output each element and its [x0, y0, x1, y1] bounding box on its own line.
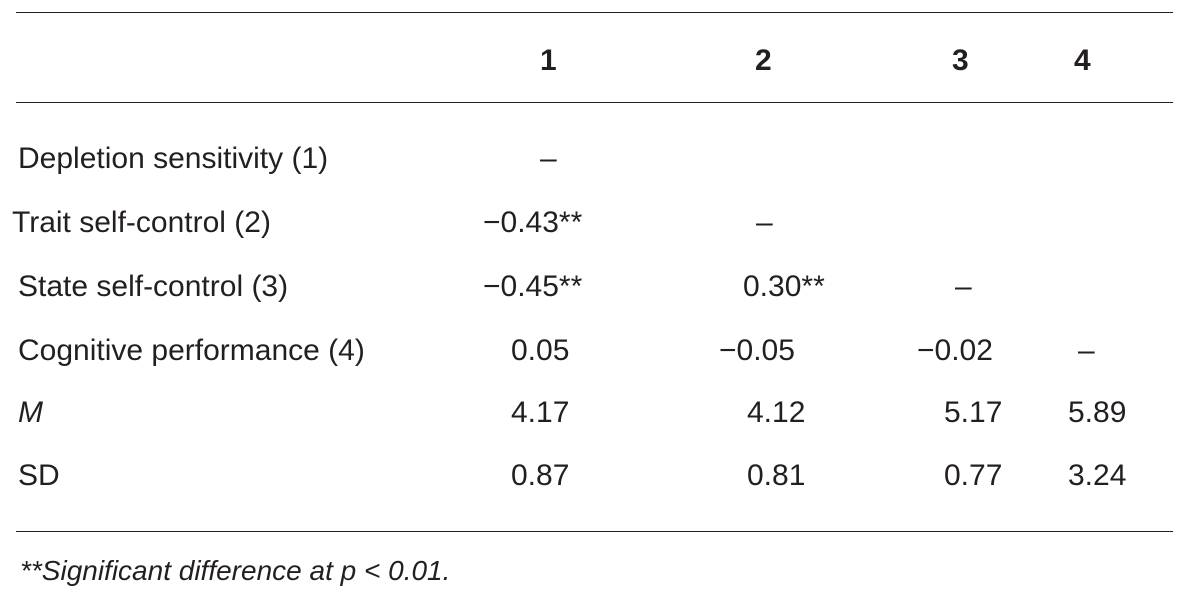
- column-header-4: 4: [1074, 44, 1091, 77]
- table-footnote: **Significant difference at p < 0.01.: [20, 555, 451, 586]
- cell-r3-c3: –: [955, 270, 972, 303]
- cell-r6-c3: 0.77: [944, 459, 1003, 492]
- row-label-depletion-sensitivity: Depletion sensitivity (1): [18, 142, 329, 175]
- row-label-sd: SD: [18, 459, 60, 492]
- cell-r4-c3: −0.02: [917, 334, 993, 367]
- cell-r5-c3: 5.17: [944, 396, 1003, 429]
- bottom-rule: [16, 531, 1173, 532]
- cell-r4-c4: –: [1078, 334, 1095, 367]
- row-label-state-self-control: State self-control (3): [18, 270, 289, 303]
- column-header-3: 3: [952, 44, 969, 77]
- top-rule: [16, 12, 1173, 13]
- row-label-mean: M: [18, 396, 43, 429]
- cell-r5-c1: 4.17: [511, 396, 570, 429]
- cell-r1-c1: –: [540, 142, 557, 175]
- cell-r2-c1: −0.43**: [483, 206, 583, 239]
- cell-r3-c2: 0.30**: [743, 270, 825, 303]
- cell-r5-c2: 4.12: [747, 396, 806, 429]
- cell-r3-c1: −0.45**: [483, 270, 583, 303]
- cell-r6-c4: 3.24: [1068, 459, 1127, 492]
- row-label-cognitive-performance: Cognitive performance (4): [18, 334, 365, 367]
- row-label-trait-self-control: Trait self-control (2): [12, 206, 271, 239]
- cell-r5-c4: 5.89: [1068, 396, 1127, 429]
- cell-r2-c2: –: [756, 206, 773, 239]
- cell-r4-c1: 0.05: [511, 334, 570, 367]
- cell-r6-c2: 0.81: [747, 459, 806, 492]
- cell-r6-c1: 0.87: [511, 459, 570, 492]
- header-rule: [16, 102, 1173, 103]
- column-header-1: 1: [540, 44, 557, 77]
- column-header-2: 2: [755, 44, 772, 77]
- cell-r4-c2: −0.05: [719, 334, 795, 367]
